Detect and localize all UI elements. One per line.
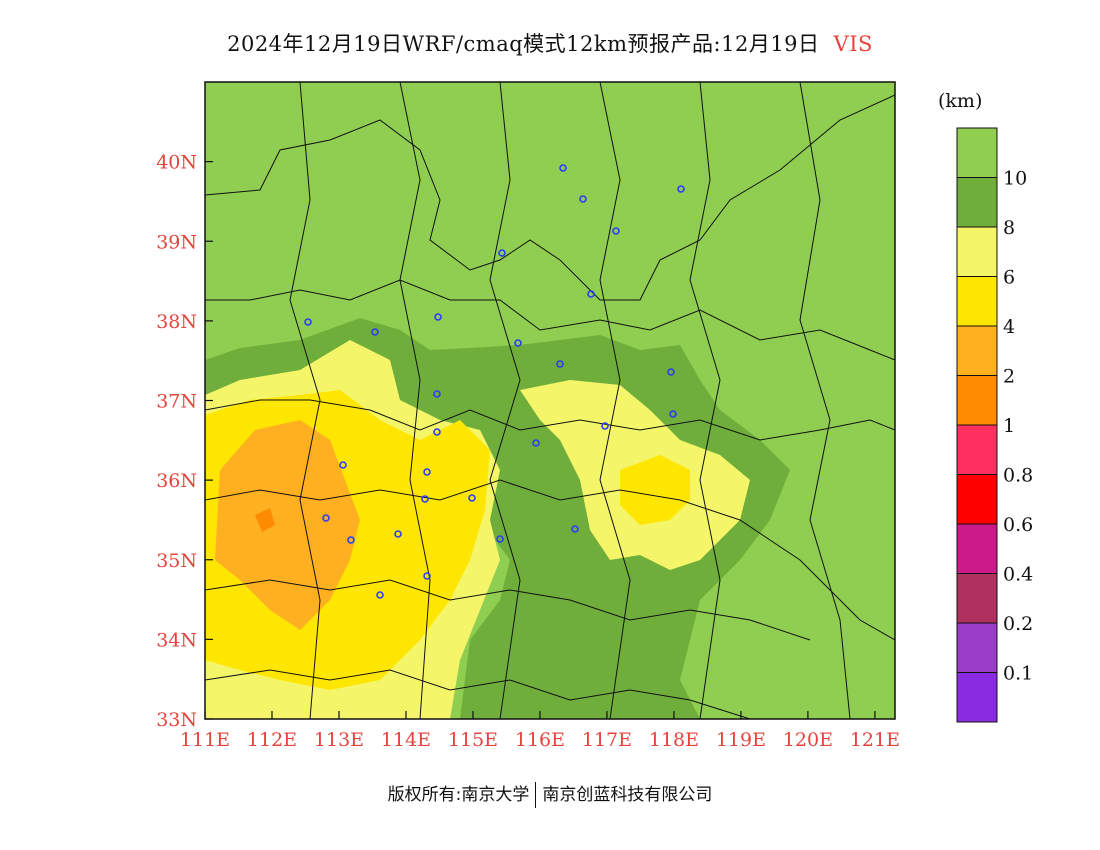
boundary-lines [205,82,895,719]
x-tick-label: 120E [783,729,833,751]
y-tick-label: 36N [156,470,197,492]
x-tick-label: 119E [716,729,766,751]
city-marker [304,318,312,326]
x-tick-label: 111E [180,729,230,751]
city-marker [612,227,620,235]
vis-region-1-2 [255,508,275,532]
city-marker [498,249,506,257]
visibility-field [205,82,895,719]
x-tick-label: 117E [582,729,632,751]
y-tick-label: 33N [156,709,197,731]
map-title: 2024年12月19日WRF/cmaq模式12km预报产品:12月19日 VIS [0,28,1100,58]
city-marker [434,313,442,321]
colorbar-level-label: 10 [1003,168,1027,190]
colorbar-swatch [956,523,998,574]
colorbar-level-label: 1 [1003,415,1015,437]
city-marker [556,360,564,368]
x-tick-label: 115E [448,729,498,751]
city-marker [514,339,522,347]
city-marker [371,328,379,336]
city-marker [421,495,429,503]
x-axis: 111E 112E 113E 114E 115E 116E 117E 118E 119E 120E… [180,711,900,751]
colorbar-swatch [956,375,998,426]
x-tick-label: 118E [649,729,699,751]
colorbar-unit: (km) [938,90,983,112]
city-marker [433,390,441,398]
city-marker [423,468,431,476]
colorbar-level-label: 0.6 [1003,514,1033,536]
vis-region-4-6-east [620,455,690,525]
title-variable: VIS [833,32,873,56]
colorbar-level-label: 0.2 [1003,613,1033,635]
colorbar-swatch [956,177,998,228]
colorbar-level-label: 2 [1003,366,1015,388]
colorbar-level-label: 0.8 [1003,465,1033,487]
colorbar-swatch [956,424,998,475]
footer-right: 南京创蓝科技有限公司 [542,785,713,805]
colorbar-swatch [956,622,998,673]
colorbar-swatch [956,127,998,178]
colorbar-swatch [956,276,998,327]
city-marker [532,439,540,447]
colorbar-swatch [956,672,998,723]
city-marker [579,195,587,203]
city-marker [669,410,677,418]
x-tick-label: 116E [515,729,565,751]
y-axis: 33N 34N 35N 36N 37N 38N 39N 40N [156,152,213,731]
copyright-footer: 版权所有:南京大学 南京创蓝科技有限公司 [0,780,1100,808]
y-tick-label: 39N [156,231,197,253]
y-tick-label: 35N [156,550,197,572]
y-tick-label: 40N [156,152,197,174]
city-marker [433,428,441,436]
city-marker [601,422,609,430]
city-marker [496,535,504,543]
y-tick-label: 37N [156,391,197,413]
colorbar-level-label: 0.4 [1003,564,1033,586]
vis-region-2-4 [215,420,360,630]
colorbar-swatch [956,573,998,624]
y-tick-label: 34N [156,629,197,651]
city-marker [322,514,330,522]
colorbar-level-label: 6 [1003,267,1015,289]
city-marker [468,494,476,502]
city-marker [376,591,384,599]
colorbar-level-label: 8 [1003,217,1015,239]
city-marker [677,185,685,193]
city-marker [423,572,431,580]
colorbar-swatch [956,325,998,376]
city-marker [559,164,567,172]
colorbar-level-label: 0.1 [1003,663,1033,685]
x-tick-label: 113E [314,729,364,751]
city-marker [667,368,675,376]
city-marker [339,461,347,469]
colorbar-swatch [956,226,998,277]
footer-left: 版权所有:南京大学 [387,785,530,805]
city-marker [347,536,355,544]
footer-separator [535,782,537,808]
city-marker [587,290,595,298]
city-marker [571,525,579,533]
city-markers [304,164,685,599]
y-tick-label: 38N [156,311,197,333]
colorbar-level-label: 4 [1003,316,1015,338]
x-tick-label: 121E [850,729,900,751]
x-tick-label: 114E [381,729,431,751]
title-main: 2024年12月19日WRF/cmaq模式12km预报产品:12月19日 [227,32,820,56]
city-marker [394,530,402,538]
colorbar-swatch [956,474,998,525]
x-tick-label: 112E [247,729,297,751]
colorbar: 0.1 0.2 0.4 0.6 0.8 1 2 4 6 8 10 [956,127,1033,723]
